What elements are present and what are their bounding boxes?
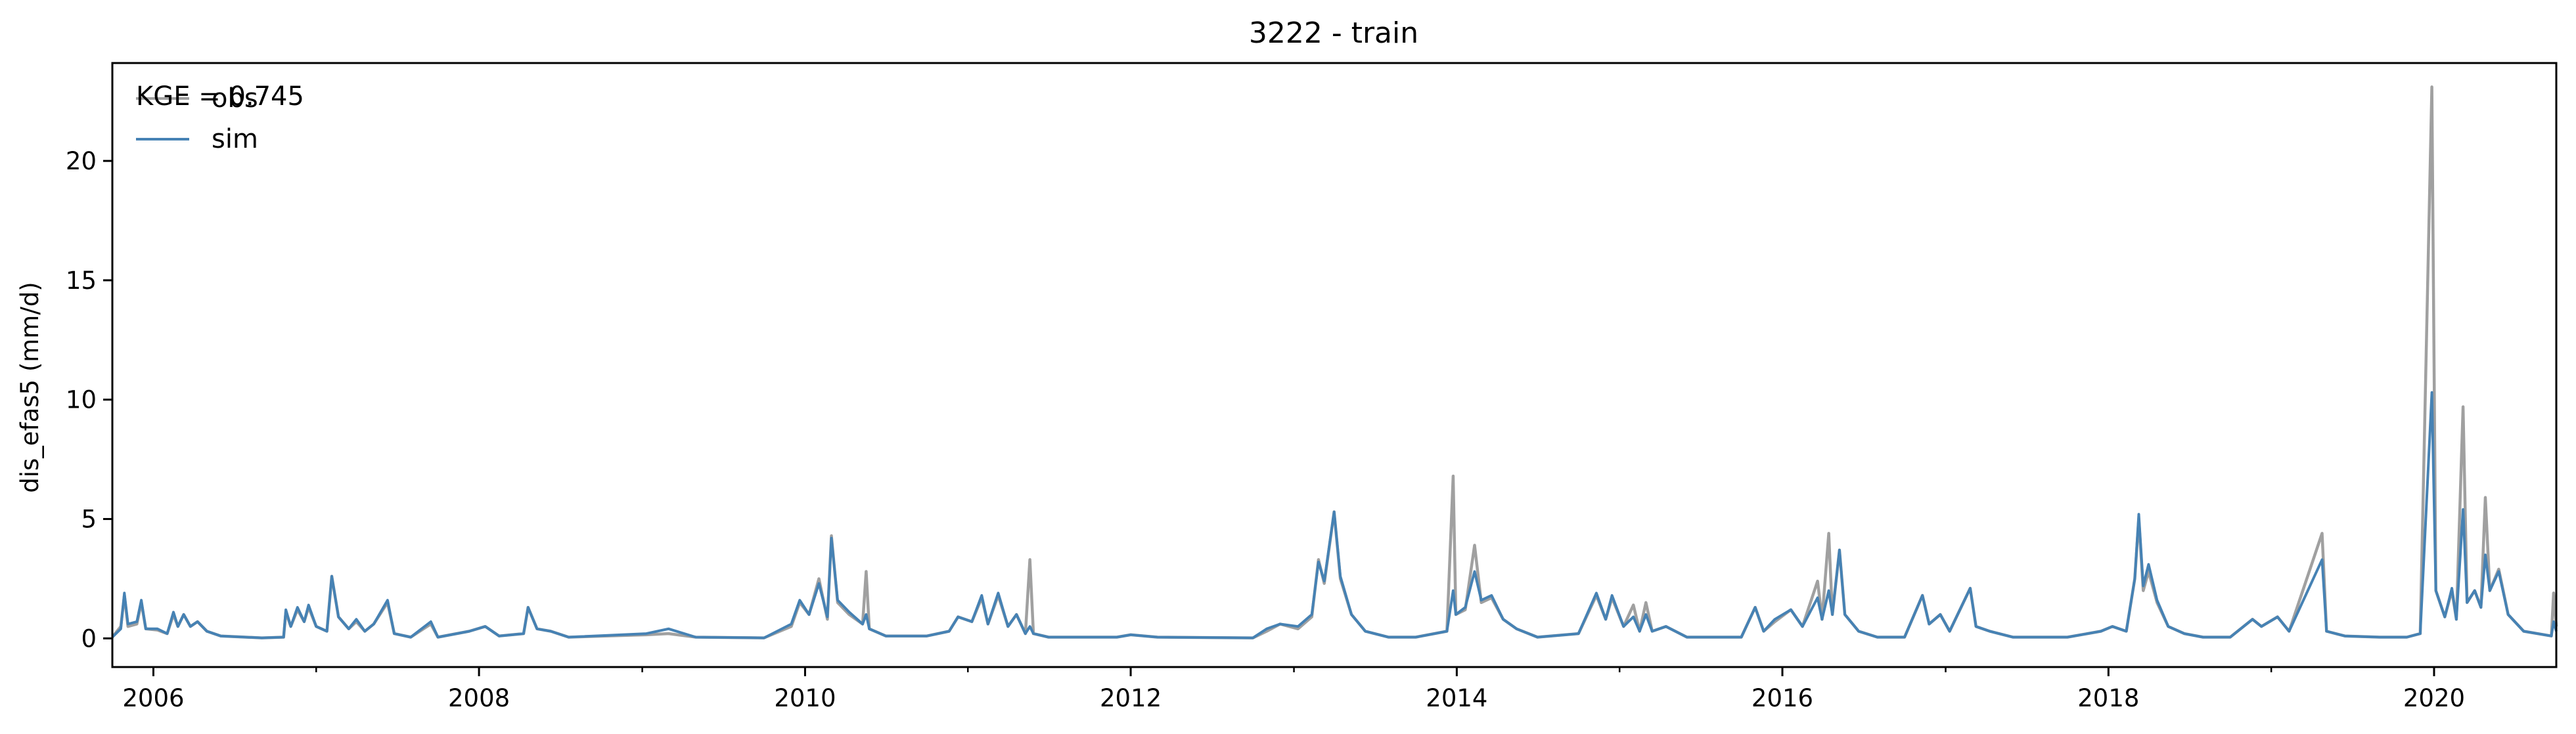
series-line-sim — [111, 391, 2558, 639]
x-tick-label: 2006 — [122, 684, 184, 712]
plot-area — [111, 85, 2558, 639]
x-tick-label: 2016 — [1751, 684, 1813, 712]
y-tick-label: 20 — [66, 147, 97, 175]
x-tick-label: 2008 — [448, 684, 510, 712]
legend-obs-label: obs — [212, 83, 258, 114]
legend-sim-label: sim — [212, 124, 258, 154]
y-tick-label: 10 — [66, 386, 97, 414]
x-axis: 2006 2008 2010 2012 2014 2016 2018 2020 — [122, 667, 2465, 712]
legend: obs sim — [136, 83, 258, 154]
y-tick-label: 0 — [81, 624, 97, 653]
x-tick-label: 2014 — [1426, 684, 1487, 712]
axes-frame — [111, 62, 2558, 668]
x-tick-label: 2010 — [774, 684, 836, 712]
series-line-obs — [111, 85, 2558, 639]
y-axis-label: dis_efas5 (mm/d) — [16, 282, 44, 493]
x-tick-label: 2020 — [2403, 684, 2465, 712]
x-tick-label: 2018 — [2077, 684, 2139, 712]
chart-title: 3222 - train — [1249, 16, 1418, 50]
x-tick-label: 2012 — [1100, 684, 1162, 712]
y-tick-label: 15 — [66, 267, 97, 295]
y-axis: 0 5 10 15 20 — [66, 147, 112, 653]
y-tick-label: 5 — [81, 506, 97, 534]
kge-annotation: KGE = 0.745 — [136, 81, 304, 112]
